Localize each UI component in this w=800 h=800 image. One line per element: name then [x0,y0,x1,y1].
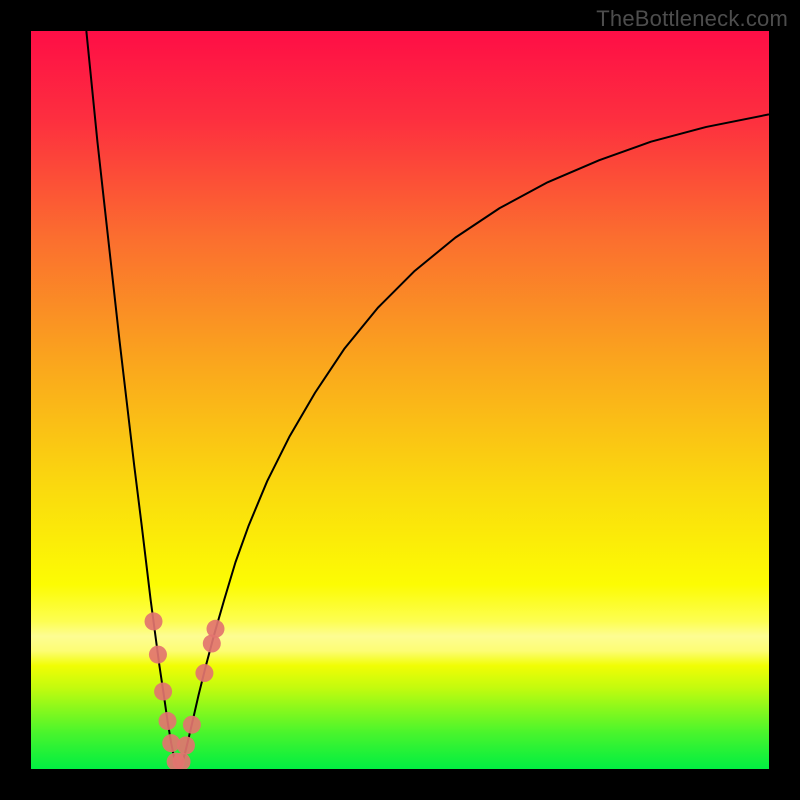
marker-dot [177,736,195,754]
marker-dot [149,646,167,664]
marker-dot [154,683,172,701]
marker-dot [183,716,201,734]
marker-dot [145,612,163,630]
marker-dot [207,620,225,638]
marker-dot [195,664,213,682]
marker-group [145,612,225,769]
chart-frame: TheBottleneck.com [0,0,800,800]
bottleneck-curve [86,31,769,769]
plot-area [31,31,769,769]
chart-svg [31,31,769,769]
watermark-text: TheBottleneck.com [596,6,788,32]
marker-dot [159,712,177,730]
